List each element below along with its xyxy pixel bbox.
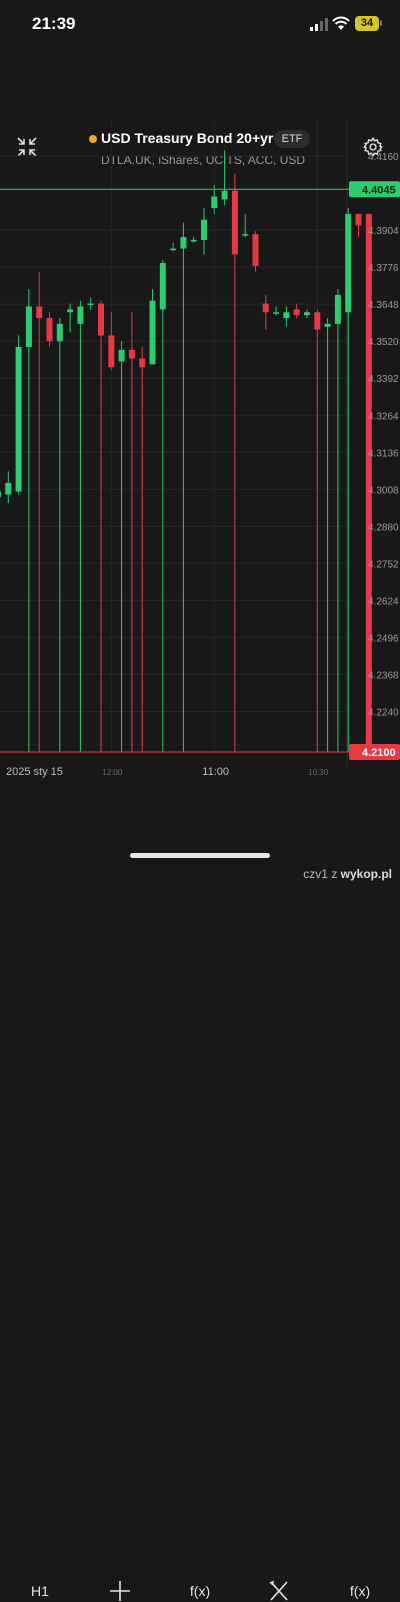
candle-body (201, 219, 207, 240)
indicator-settings-label: f(x) (349, 1583, 371, 1599)
candle-body (345, 213, 352, 313)
candles-layer (0, 150, 372, 752)
candle-body (242, 234, 249, 236)
candle-body (283, 312, 290, 319)
y-tick-label: 4.2496 (368, 633, 399, 644)
x-tick-label: 2025 sty 15 (6, 766, 63, 778)
price-lines-layer: 4.4045 4.2100 (0, 181, 400, 760)
y-tick-label: 4.2624 (368, 596, 399, 607)
home-indicator (130, 853, 270, 858)
candle-body (293, 309, 300, 316)
candle-body (77, 306, 84, 324)
y-tick-label: 4.3904 (368, 226, 399, 237)
status-bar: 21:39 34 (0, 0, 400, 50)
y-tick-label: 4.4160 (368, 152, 399, 163)
y-tick-label: 4.3392 (368, 374, 399, 385)
current-price-label: 4.4045 (362, 184, 396, 196)
battery-tip (380, 20, 382, 26)
candle-body (211, 196, 218, 209)
candle-body (5, 482, 12, 495)
y-tick-label: 4.2368 (368, 670, 399, 681)
battery-indicator: 34 (355, 16, 379, 31)
candle-body (159, 263, 166, 310)
candle-body (98, 303, 104, 336)
candle-body (334, 294, 341, 324)
candle-body (139, 358, 146, 368)
settings-gear-icon[interactable] (362, 136, 384, 158)
chart-toolbar: H1 f(x) f(x) (0, 785, 400, 1601)
candle-body (304, 312, 310, 316)
candlestick-chart-svg[interactable]: 4.4045 4.2100 4.4160 4.3904 4.3776 4.3648 4.3… (0, 120, 400, 785)
candle-body (56, 323, 63, 342)
collapse-icon[interactable] (16, 136, 38, 158)
candle-body (231, 190, 238, 255)
y-tick-label: 4.2240 (368, 707, 399, 718)
candle-body (128, 349, 135, 359)
candle-body (0, 491, 1, 498)
candle-body (36, 306, 43, 319)
battery-level: 34 (360, 17, 374, 29)
y-tick-label: 4.2752 (368, 559, 399, 570)
current-price-tag (349, 181, 400, 198)
instrument-type-badge: ETF (274, 130, 310, 148)
candle-body (46, 318, 53, 342)
y-tick-label: 4.2880 (368, 522, 399, 533)
candle-body (252, 234, 259, 266)
candle-body (170, 248, 177, 251)
candle-body (190, 239, 197, 242)
candle-body (273, 312, 280, 314)
candle-body (108, 335, 115, 368)
indicators-button[interactable]: f(x) (189, 1583, 211, 1599)
y-tick-label: 4.3136 (368, 448, 399, 459)
price-chart[interactable]: 4.4045 4.2100 4.4160 4.3904 4.3776 4.3648 4.3… (0, 120, 400, 785)
x-tick-label: 11:00 (202, 766, 229, 778)
y-tick-label: 4.3776 (368, 263, 399, 274)
candle-body (324, 323, 331, 327)
indicator-settings-button[interactable]: f(x) (340, 1580, 380, 1602)
instrument-title[interactable]: USD Treasury Bond 20+yr (101, 130, 274, 146)
x-tick-label: 10:30 (308, 768, 329, 777)
candle-body (365, 213, 372, 752)
candle-body (221, 190, 228, 200)
candle-body (180, 237, 187, 249)
candle-body (314, 312, 321, 330)
watermark-sep: z (331, 867, 338, 881)
candle-body (15, 346, 22, 492)
y-tick-label: 4.3008 (368, 485, 399, 496)
watermark-brand: wykop.pl (340, 867, 392, 881)
market-status-dot (89, 135, 97, 143)
drawing-tools-icon[interactable] (259, 1580, 299, 1602)
candle-body (67, 309, 74, 313)
watermark: czv1 z wykop.pl (303, 867, 392, 881)
watermark-user: czv1 (303, 867, 328, 881)
candle-body (355, 213, 362, 226)
candle-body (87, 303, 94, 306)
y-tick-label: 4.3520 (368, 337, 399, 348)
cellular-signal-icon (310, 18, 328, 31)
y-tick-label: 4.3264 (368, 411, 399, 422)
status-time: 21:39 (32, 14, 76, 33)
low-price-tag (349, 744, 400, 760)
candle-body (118, 349, 125, 362)
y-tick-label: 4.3648 (368, 300, 399, 311)
wifi-icon (332, 16, 350, 30)
crosshair-icon[interactable] (100, 1580, 140, 1602)
interval-button[interactable]: H1 (31, 1583, 49, 1599)
x-tick-label: 12:00 (102, 768, 123, 777)
axis-labels-layer: 4.4160 4.3904 4.3776 4.3648 4.3520 4.3392 4.32… (6, 152, 399, 778)
low-price-label: 4.2100 (362, 747, 396, 759)
candle-body (149, 300, 156, 365)
candle-body (262, 303, 269, 313)
candle-body (25, 306, 32, 347)
instrument-header: USD Treasury Bond 20+yr ETF DTLA.UK, iSh… (0, 60, 400, 167)
